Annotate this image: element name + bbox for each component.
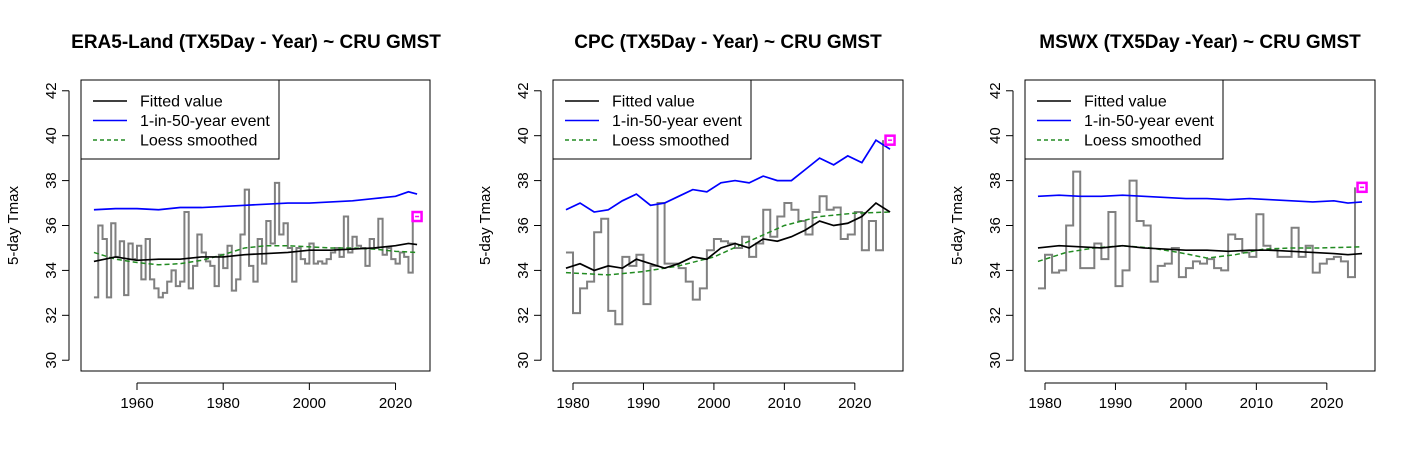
x-tick-label: 1990	[627, 395, 660, 412]
current-event-marker	[884, 134, 896, 146]
plot-area	[1037, 170, 1368, 290]
plot-area	[93, 181, 423, 299]
x-tick-label: 2020	[1310, 395, 1343, 412]
y-tick-label: 36	[43, 217, 60, 234]
event-1in50-line	[565, 138, 891, 213]
y-tick-label: 30	[515, 352, 532, 369]
chart-title: CPC (TX5Day - Year) ~ CRU GMST	[574, 32, 882, 53]
legend-fitted-value-label: Fitted value	[612, 94, 695, 111]
legend-loess-smoothed-label: Loess smoothed	[1084, 133, 1201, 150]
chart-panel-cpc: CPC (TX5Day - Year) ~ CRU GMST 5-day Tmax…	[477, 32, 904, 412]
y-tick-label: 34	[987, 262, 1004, 279]
chart-panel-mswx: MSWX (TX5Day -Year) ~ CRU GMST 5-day Tmax…	[949, 32, 1376, 412]
loess-smoothed-line	[565, 211, 891, 276]
y-tick-label: 38	[515, 172, 532, 189]
legend-fitted-value-label: Fitted value	[1084, 94, 1167, 111]
x-tick-label: 2000	[293, 395, 326, 412]
y-tick-label: 34	[515, 262, 532, 279]
x-tick-label: 2010	[768, 395, 801, 412]
event-1in50-line	[93, 190, 418, 211]
y-axis-label: 5-day Tmax	[477, 186, 494, 265]
chart-title: MSWX (TX5Day -Year) ~ CRU GMST	[1039, 32, 1361, 53]
fitted-value-line	[93, 242, 418, 263]
y-tick-label: 40	[987, 127, 1004, 144]
legend-fitted-value-label: Fitted value	[140, 94, 223, 111]
legend-loess-smoothed-label: Loess smoothed	[612, 133, 729, 150]
y-tick-label: 32	[515, 307, 532, 324]
y-tick-label: 38	[43, 172, 60, 189]
y-tick-label: 38	[987, 172, 1004, 189]
legend-loess-smoothed-label: Loess smoothed	[140, 133, 257, 150]
legend-box	[552, 79, 752, 160]
y-tick-label: 42	[987, 82, 1004, 99]
chart-panel-era5-land: ERA5-Land (TX5Day - Year) ~ CRU GMST 5-da…	[5, 32, 441, 412]
legend-box	[80, 79, 280, 160]
plot-area	[565, 134, 896, 326]
x-tick-label: 1990	[1099, 395, 1132, 412]
x-tick-label: 1980	[1028, 395, 1061, 412]
legend-box	[1024, 79, 1224, 160]
y-tick-label: 42	[43, 82, 60, 99]
y-tick-label: 30	[987, 352, 1004, 369]
fitted-value-line	[1037, 244, 1363, 256]
x-tick-label: 2000	[697, 395, 730, 412]
legend-1in50-event-label: 1-in-50-year event	[140, 113, 270, 130]
y-tick-label: 40	[43, 127, 60, 144]
legend-1in50-event-label: 1-in-50-year event	[612, 113, 742, 130]
observed-series-line	[93, 181, 414, 299]
observed-series-line	[565, 140, 884, 326]
y-tick-label: 32	[43, 307, 60, 324]
observed-series-line	[1037, 170, 1356, 290]
x-tick-label: 2020	[379, 395, 412, 412]
x-tick-label: 1980	[206, 395, 239, 412]
x-tick-label: 2020	[838, 395, 871, 412]
y-axis-label: 5-day Tmax	[5, 186, 22, 265]
y-tick-label: 32	[987, 307, 1004, 324]
x-tick-label: 2010	[1240, 395, 1273, 412]
x-tick-label: 1960	[120, 395, 153, 412]
fitted-value-line	[565, 201, 891, 272]
x-tick-label: 1980	[556, 395, 589, 412]
legend-1in50-event-label: 1-in-50-year event	[1084, 113, 1214, 130]
y-axis-label: 5-day Tmax	[949, 186, 966, 265]
y-tick-label: 36	[987, 217, 1004, 234]
current-event-marker	[1356, 181, 1368, 194]
y-tick-label: 36	[515, 217, 532, 234]
current-event-marker	[411, 210, 423, 223]
y-tick-label: 40	[515, 127, 532, 144]
event-1in50-line	[1037, 194, 1363, 204]
y-tick-label: 30	[43, 352, 60, 369]
y-tick-label: 42	[515, 82, 532, 99]
y-tick-label: 34	[43, 262, 60, 279]
chart-title: ERA5-Land (TX5Day - Year) ~ CRU GMST	[71, 32, 441, 53]
x-tick-label: 2000	[1169, 395, 1202, 412]
